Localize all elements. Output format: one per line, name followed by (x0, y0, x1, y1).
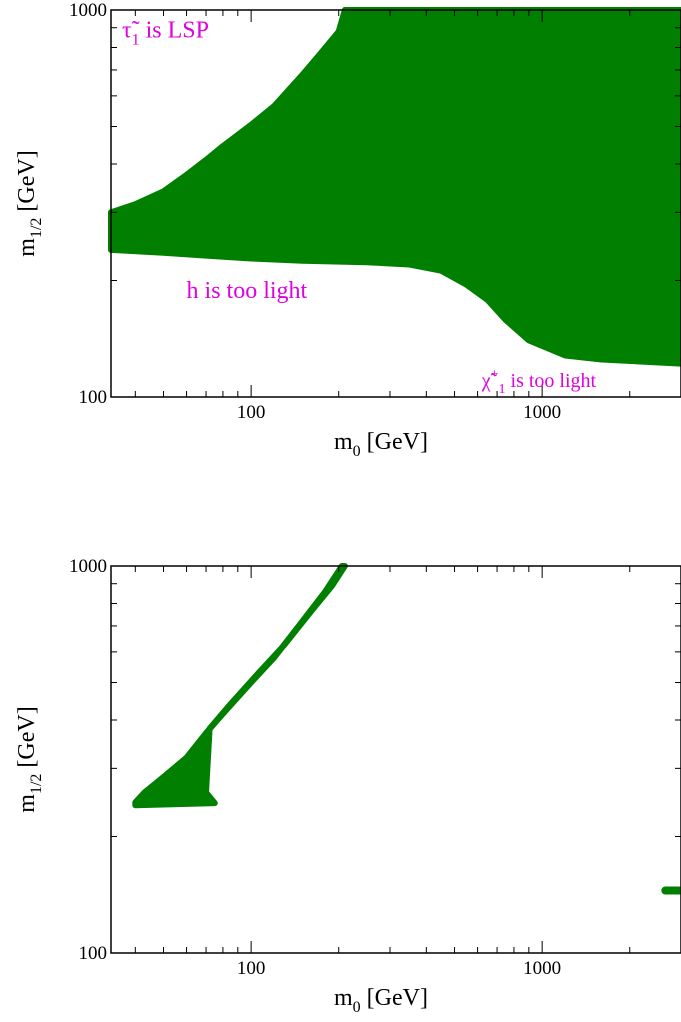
y-axis-label-part: [GeV] (14, 150, 40, 217)
x-axis-label: m0 [GeV] (334, 985, 428, 1016)
x-tick-label: 1000 (523, 402, 561, 423)
annotation-text: τ̃1 is LSP (122, 17, 209, 48)
annotation-text-part: h is too light (187, 278, 308, 304)
x-axis-label-part: 0 (353, 443, 361, 460)
plot-frame (110, 565, 681, 954)
y-tick-label: 100 (79, 387, 108, 408)
annotation-text: h is too light (187, 278, 308, 304)
x-axis-label-part: m (334, 985, 353, 1011)
x-axis-label-part: 0 (353, 999, 361, 1016)
y-axis-label-part: m (14, 238, 40, 257)
annotation-text-part: 1 (132, 31, 140, 48)
annotation-text-part: is too light (506, 370, 597, 392)
y-axis-label: m1/2 [GeV] (14, 150, 45, 256)
y-axis-label-part: [GeV] (14, 706, 40, 773)
y-tick-label: 1000 (69, 0, 107, 21)
y-axis-label-part: 1/2 (28, 774, 45, 794)
allowed-region-allowed-strip (132, 563, 348, 809)
x-axis-label-part: [GeV] (361, 429, 428, 455)
x-axis-label: m0 [GeV] (334, 429, 428, 460)
x-tick-label: 100 (237, 402, 266, 423)
y-axis-label-part: 1/2 (28, 218, 45, 238)
annotation-text-part: + (491, 367, 499, 382)
annotation-text: χ̃+1 is too light (481, 367, 597, 397)
y-axis-label: m1/2 [GeV] (14, 706, 45, 812)
y-tick-label: 100 (79, 943, 108, 964)
y-axis-label-part: m (14, 794, 40, 813)
x-tick-label: 100 (237, 958, 266, 979)
plot-frame (110, 9, 681, 398)
y-tick-label: 1000 (69, 556, 107, 577)
allowed-region-allowed (108, 7, 681, 367)
x-axis-label-part: m (334, 429, 353, 455)
annotation-text-part: is LSP (140, 17, 209, 43)
annotation-text-part: 1 (499, 382, 506, 397)
x-tick-label: 1000 (523, 958, 561, 979)
x-axis-label-part: [GeV] (361, 985, 428, 1011)
